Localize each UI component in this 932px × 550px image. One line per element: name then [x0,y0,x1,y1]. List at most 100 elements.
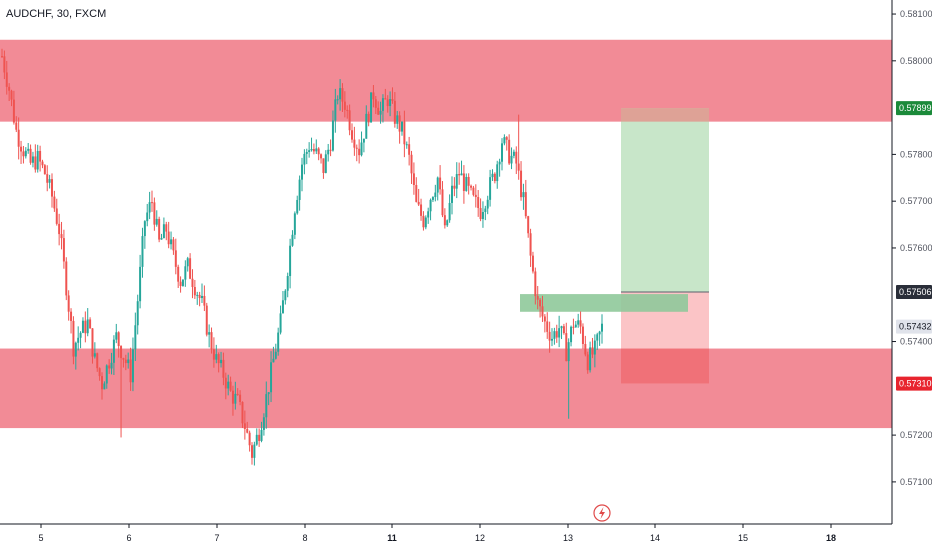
y-tick-label: 0.57400 [900,337,932,347]
candle-body [403,121,406,145]
candle-body [360,142,363,156]
candle-body [198,294,201,299]
candle-body [508,139,511,164]
candle-body [72,320,75,357]
candle-body [246,428,249,433]
candle-body [424,217,427,228]
candle-body [389,99,392,107]
candle-body [108,365,111,369]
candle-body [162,224,165,239]
candle-body [34,156,37,170]
candle-body [386,99,389,107]
candle-body [179,281,182,286]
candle-body [553,331,556,339]
candle-body [272,358,275,363]
x-tick-label: 8 [302,533,307,543]
candle-body [512,151,515,156]
candle-body [134,325,137,350]
symbol-title: AUDCHF, 30, FXCM [6,8,107,20]
lightning-icon[interactable] [593,504,611,522]
candle-body [393,100,396,124]
candle-body [417,201,420,205]
candle-body [98,368,101,377]
candle-body [296,199,299,214]
candle-body [331,120,334,151]
candle-body [115,332,118,340]
y-tick-label: 0.57100 [900,477,932,487]
candle-body [43,165,46,175]
candle-body [143,221,146,237]
candle-body [31,156,34,163]
candle-body [412,173,415,185]
candle-body [484,208,487,213]
candle-body [224,377,227,389]
candle-body [231,390,234,404]
resistance-zone [0,39,892,122]
candle-body [122,358,125,360]
candle-body [501,143,503,162]
candle-body [510,155,513,164]
candle-body [77,337,80,343]
x-tick-label: 18 [826,533,836,543]
candle-body [103,383,106,390]
candle-body [5,72,8,87]
candle-body [305,152,308,154]
candle-body [422,215,425,228]
candle-body [79,332,82,338]
candle-body [577,320,580,325]
candle-body [155,218,158,225]
candle-body [589,347,592,371]
candle-body [267,392,270,395]
candle-body [239,394,242,402]
candle-body [560,326,563,329]
candle-body [120,346,123,359]
candle-body [60,234,63,239]
candle-body [255,434,258,445]
candle-body [379,110,382,115]
candle-body [574,324,577,328]
candle-body [374,99,377,108]
candle-body [201,295,203,299]
candle-body [81,320,84,333]
candle-body [451,185,453,203]
candle-body [401,121,403,132]
candle-body [15,122,18,130]
candle-body [298,179,301,200]
candle-body [462,173,465,191]
x-tick-label: 5 [38,533,43,543]
candle-body [39,150,42,162]
y-tick-label: 0.57200 [900,430,932,440]
candle-body [258,434,261,441]
candle-body [208,332,211,335]
candle-body [358,148,361,156]
last-badge [896,319,932,334]
candle-body [243,423,246,429]
candle-body [489,177,492,200]
candle-body [584,344,587,355]
x-tick-label: 15 [738,533,748,543]
candle-body [558,328,561,338]
candle-body [372,92,375,100]
candle-body [289,245,292,277]
stop-loss-badge-label: 0.57310 [899,379,932,389]
candle-body [117,332,120,347]
candle-body [334,99,337,121]
candle-body [260,429,263,441]
candle-body [167,231,170,245]
candle-body [427,211,430,218]
candle-body [493,173,496,182]
stop-loss-badge [896,376,932,391]
candle-body [174,250,177,267]
candle-body [436,177,439,193]
candle-body [441,189,444,216]
candle-body [193,287,196,296]
candle-body [8,86,11,91]
candle-body [20,146,23,152]
candle-body [391,99,394,101]
candle-body [572,326,575,328]
candle-body [327,149,330,155]
candle-body [136,301,139,326]
candle-body [55,208,58,224]
take-profit-badge [896,101,932,116]
